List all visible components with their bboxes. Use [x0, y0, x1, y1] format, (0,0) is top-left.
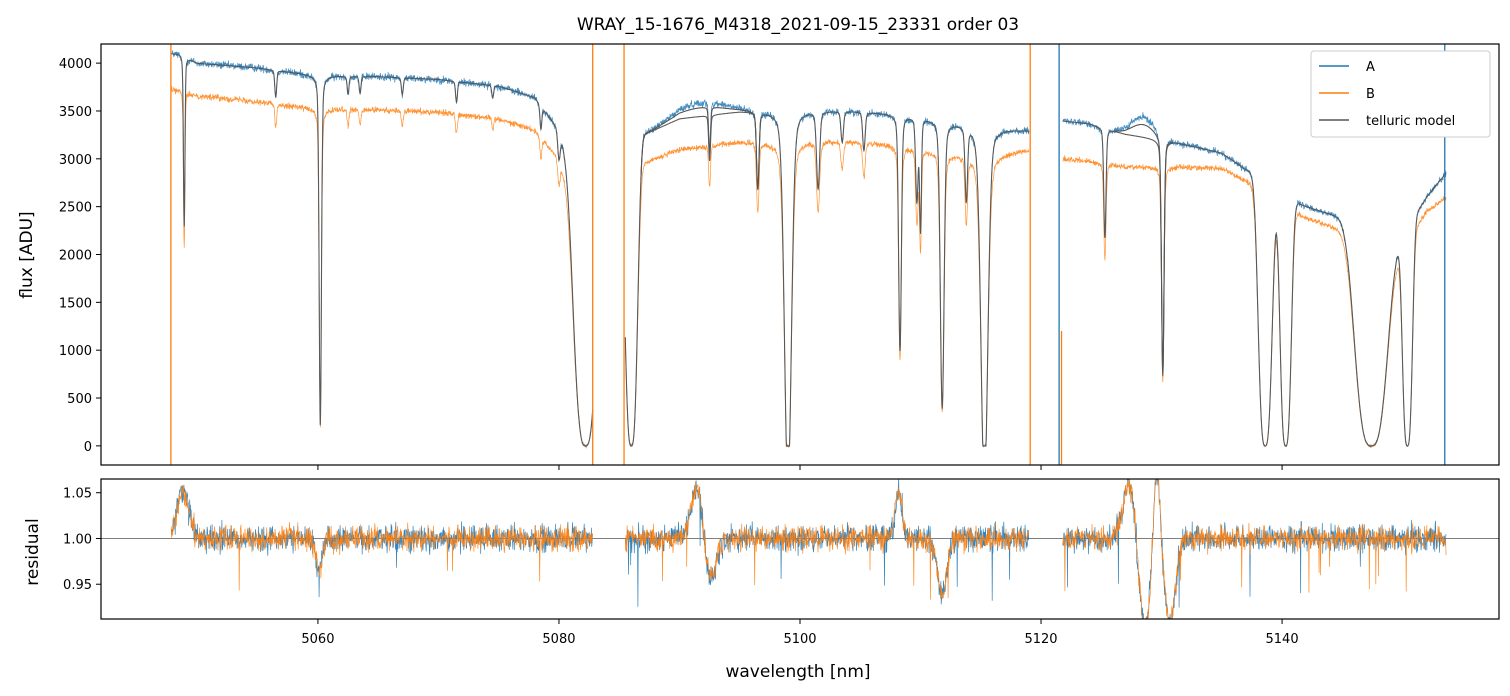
- flux-ytick-label: 3000: [59, 153, 92, 168]
- residual-series-b-segment-3: [1062, 479, 1447, 619]
- legend-label-telluric: telluric model: [1366, 114, 1455, 129]
- flux-series-telluric-model-segment-3: [1062, 120, 1447, 447]
- residual-panel: 0.95 1.00 1.05 5060 5080 5100 5120 5140 residu…: [23, 478, 1500, 682]
- flux-ytick-label: 3500: [59, 105, 92, 120]
- residual-ytick-label: 0.95: [63, 578, 92, 593]
- flux-ytick-label: 0: [84, 440, 92, 455]
- residual-ytick-label: 1.05: [63, 487, 92, 502]
- x-axis-label: wavelength [nm]: [725, 662, 870, 682]
- flux-y-axis-label: flux [ADU]: [17, 211, 37, 298]
- flux-series-telluric-model-segment-2: [624, 111, 1029, 447]
- x-tick-label: 5120: [1024, 632, 1057, 647]
- x-tick-label: 5080: [542, 632, 575, 647]
- x-tick-label: 5060: [301, 632, 334, 647]
- residual-series-b-segment-2: [624, 481, 1030, 600]
- flux-ytick-label: 2000: [59, 249, 92, 264]
- flux-series-b-segment-2: [624, 139, 1030, 448]
- legend-label-b: B: [1366, 87, 1375, 102]
- flux-series-telluric-model-segment-1: [170, 53, 594, 447]
- residual-series-b-segment-1: [170, 485, 593, 591]
- telluric-model-excess-1: [640, 107, 762, 189]
- residual-series-a-segment-3: [1062, 479, 1447, 619]
- residual-series-a-segment-2: [624, 479, 1030, 607]
- legend: A B telluric model: [1310, 50, 1491, 138]
- flux-series-b-segment-1: [170, 86, 594, 448]
- legend-box: [1310, 50, 1491, 138]
- flux-ytick-label: 2500: [59, 201, 92, 216]
- flux-panel: 0 500 1000 1500 2000 2500 3000 3500 4000 flux [A…: [17, 43, 1500, 470]
- x-tick-label: 5140: [1266, 632, 1299, 647]
- chart-title: WRAY_15-1676_M4318_2021-09-15_23331 orde…: [577, 15, 1019, 35]
- telluric-model-excess-2: [1113, 123, 1174, 373]
- flux-ytick-label: 1500: [59, 296, 92, 311]
- legend-label-a: A: [1366, 60, 1375, 75]
- flux-ytick-label: 500: [67, 392, 92, 407]
- flux-ytick-label: 4000: [59, 57, 92, 72]
- flux-ytick-label: 1000: [59, 344, 92, 359]
- x-tick-label: 5100: [783, 632, 816, 647]
- flux-series-a-segment-3: [1062, 112, 1447, 448]
- residual-ytick-label: 1.00: [63, 532, 92, 547]
- residual-y-axis-label: residual: [23, 518, 43, 585]
